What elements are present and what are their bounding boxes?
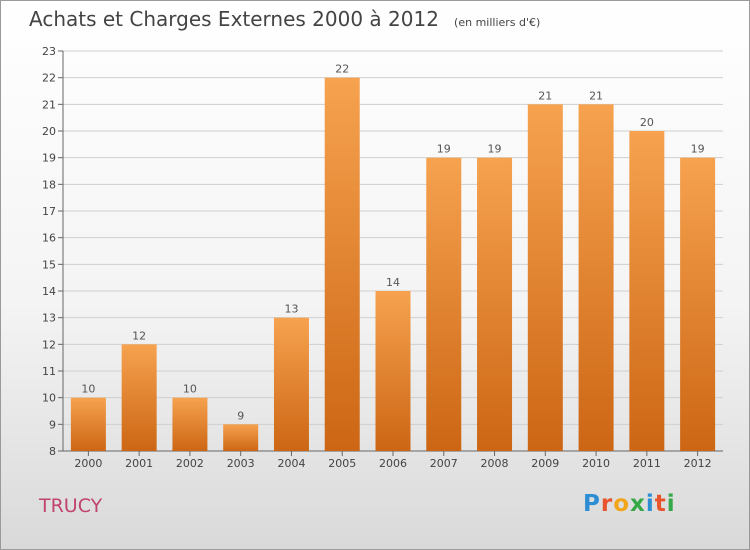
data-label: 19	[437, 143, 451, 156]
logo-letter: o	[613, 491, 631, 517]
bar	[70, 397, 106, 451]
logo-letter: P	[583, 491, 601, 517]
x-tick-label: 2000	[74, 457, 102, 470]
bar	[477, 157, 513, 451]
logo-letter: i	[666, 491, 676, 517]
proxiti-logo: Proxiti	[583, 491, 676, 517]
data-label: 20	[640, 116, 654, 129]
y-tick-label: 18	[42, 178, 56, 191]
y-tick-label: 15	[42, 258, 56, 271]
bar	[172, 397, 208, 451]
y-tick-label: 8	[49, 445, 56, 458]
chart-unit: (en milliers d'€)	[454, 16, 541, 29]
y-tick-label: 22	[42, 72, 56, 85]
logo-letter: x	[630, 491, 646, 517]
data-labels: 10 12 10 9 13 22 14 19 19 21 21 20 19	[81, 63, 704, 423]
y-tick-label: 12	[42, 338, 56, 351]
x-tick-label: 2011	[633, 457, 661, 470]
x-tick-label: 2007	[430, 457, 458, 470]
y-tick-label: 20	[42, 125, 56, 138]
data-label: 22	[335, 63, 349, 76]
data-label: 10	[81, 383, 95, 396]
data-label: 12	[132, 329, 146, 342]
y-tick-label: 16	[42, 232, 56, 245]
y-tick-label: 17	[42, 205, 56, 218]
y-tick-label: 11	[42, 365, 56, 378]
data-label: 9	[237, 409, 244, 422]
data-label: 19	[488, 143, 502, 156]
bars	[70, 77, 716, 452]
y-tick-label: 21	[42, 98, 56, 111]
bar	[375, 291, 411, 451]
x-tick-label: 2002	[176, 457, 204, 470]
y-tick-label: 9	[49, 418, 56, 431]
x-tick-label: 2003	[227, 457, 255, 470]
x-tick-label: 2012	[684, 457, 712, 470]
data-label: 10	[183, 383, 197, 396]
y-tick-label: 19	[42, 152, 56, 165]
x-tick-label: 2001	[125, 457, 153, 470]
bar	[324, 77, 360, 452]
bar	[273, 317, 309, 451]
y-tick-label: 14	[42, 285, 56, 298]
logo-letter: t	[654, 491, 667, 517]
x-tick-label: 2006	[379, 457, 407, 470]
chart-header: Achats et Charges Externes 2000 à 2012 (…	[29, 7, 540, 31]
bar	[578, 104, 614, 451]
bar	[223, 424, 259, 451]
axes: 8 9 10 11 12 13 14 15 16 17 18 19 20 21 22 23 2000 2001 20…	[42, 45, 723, 470]
data-label: 21	[589, 89, 603, 102]
logo-letter: r	[600, 491, 614, 517]
commune-name: TRUCY	[39, 495, 103, 517]
data-label: 19	[691, 143, 705, 156]
y-tick-label: 23	[42, 45, 56, 58]
y-tick-label: 13	[42, 312, 56, 325]
x-tick-label: 2009	[531, 457, 559, 470]
bar	[426, 157, 462, 451]
bar	[121, 344, 157, 451]
bar	[527, 104, 563, 451]
chart-title: Achats et Charges Externes 2000 à 2012	[29, 7, 439, 31]
bar	[680, 157, 716, 451]
x-tick-label: 2010	[582, 457, 610, 470]
x-tick-label: 2004	[277, 457, 305, 470]
bar	[629, 131, 665, 451]
x-tick-label: 2008	[481, 457, 509, 470]
data-label: 13	[284, 303, 298, 316]
data-label: 21	[538, 89, 552, 102]
x-tick-label: 2005	[328, 457, 356, 470]
y-tick-label: 10	[42, 392, 56, 405]
logo-letter: i	[645, 491, 655, 517]
data-label: 14	[386, 276, 400, 289]
